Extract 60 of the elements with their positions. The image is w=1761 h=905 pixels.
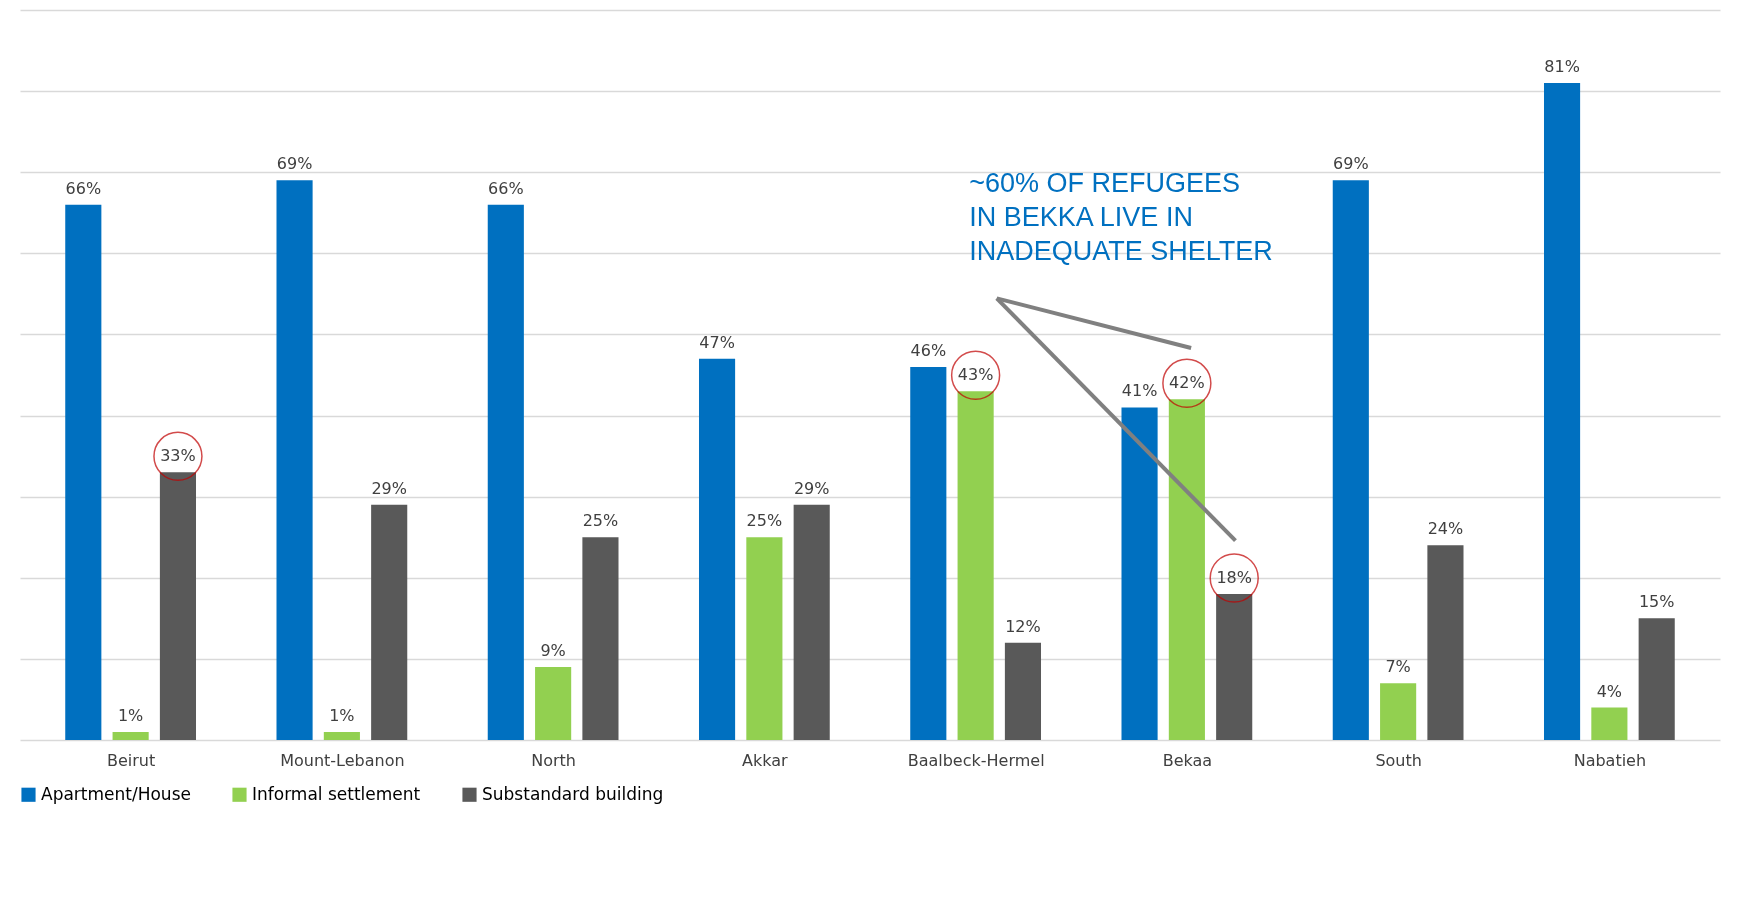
bar [1380, 683, 1417, 740]
x-tick-label: South [1375, 750, 1422, 770]
x-tick-label: Beirut [106, 750, 156, 770]
bar [371, 504, 408, 740]
data-label: 41% [1121, 381, 1158, 401]
legend-label: Informal settlement [252, 783, 421, 804]
data-label: 7% [1385, 657, 1411, 677]
bar [582, 537, 619, 740]
bar [1004, 642, 1042, 740]
data-label: 42% [1169, 373, 1205, 393]
bar [1168, 399, 1205, 740]
legend-label: Apartment/House [41, 783, 191, 804]
data-label: 9% [540, 641, 566, 660]
x-tick-label: Akkar [742, 750, 789, 770]
bar [1427, 545, 1464, 740]
x-tick-label: North [531, 750, 576, 770]
data-label: 18% [1216, 568, 1252, 587]
bar [1591, 707, 1628, 740]
data-label: 43% [957, 365, 994, 385]
bar [698, 358, 736, 740]
data-label: 25% [746, 511, 783, 531]
bar [65, 204, 102, 740]
bar [1543, 83, 1581, 740]
bar [487, 204, 524, 740]
bar [746, 537, 783, 740]
bar [1332, 180, 1369, 740]
bar [159, 472, 197, 740]
bar [1638, 618, 1675, 740]
legend-label: Substandard building [482, 783, 664, 804]
data-label: 24% [1427, 519, 1464, 539]
bar [276, 180, 313, 740]
x-tick-label: Bekaa [1162, 750, 1213, 770]
data-label: 33% [160, 446, 196, 466]
bar [793, 504, 830, 740]
x-tick-label: Mount-Lebanon [280, 750, 405, 770]
bar [1121, 407, 1158, 740]
data-label: 29% [371, 478, 407, 498]
data-label: 29% [793, 478, 830, 498]
data-label: 69% [1333, 154, 1369, 174]
data-label: 46% [910, 340, 947, 360]
data-label: 25% [582, 511, 619, 531]
x-tick-label: Nabatieh [1573, 750, 1647, 770]
data-label: 81% [1544, 57, 1580, 76]
bar [1216, 594, 1253, 740]
bar [957, 391, 994, 740]
data-label: 66% [65, 178, 102, 198]
data-label: 12% [1005, 616, 1041, 636]
data-label: 47% [699, 332, 735, 352]
bar [323, 731, 360, 740]
x-tick-label: Baalbeck-Hermel [907, 750, 1045, 770]
data-label: 1% [329, 705, 355, 725]
annotation: ~60% OF REFUGEES IN BEKKA LIVE IN INADEQUATE SHELTER [969, 167, 1273, 266]
data-label: 15% [1638, 592, 1675, 612]
bar [535, 667, 572, 740]
data-label: 66% [488, 178, 524, 198]
data-label: 69% [276, 154, 313, 174]
bar [112, 731, 149, 740]
data-label: 4% [1596, 681, 1623, 701]
bar [910, 366, 947, 740]
data-label: 1% [117, 705, 144, 725]
